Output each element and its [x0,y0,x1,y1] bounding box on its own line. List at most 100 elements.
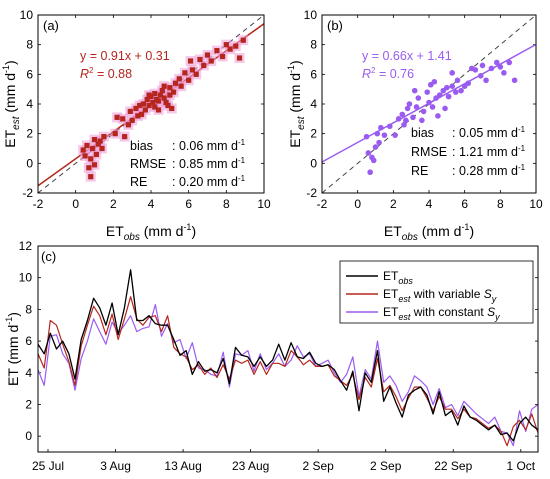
panel-b-point [429,104,436,110]
panel-a-stats: bias : 0.06 mm d-1 RMSE : 0.85 mm d-1 RE… [130,138,246,189]
panel-a-point [146,92,152,98]
panel-b-ytick-label: 8 [310,38,317,52]
panel-b-frame [321,14,537,194]
panel-b-marks [321,14,537,194]
panel-b-point [511,77,518,84]
panel-c-ytick-label: 6 [25,334,32,348]
legend-entry-obs: ETobs [383,269,413,286]
panel-a-point [197,56,203,63]
panel-c-xtick-label: 1 Oct [506,459,535,473]
panel-b-point [365,150,372,156]
panel-a-point [112,131,118,137]
panel-b-ytick-label: 2 [310,127,317,141]
panel-c-legend: ETobs ETest with variable Sy ETest with … [339,260,534,324]
panel-a-point [219,53,226,60]
panel-b-point [452,89,459,95]
panel-b-point [449,70,455,76]
panel-a-ytick-label: 2 [26,127,33,141]
panel-a-point [155,107,162,113]
panel-b-point [413,104,420,110]
panel-c-series-line-0 [37,269,539,442]
panel-a-ytick-label: 10 [20,8,34,22]
panel-a-point [135,113,141,119]
panel-a-point [114,114,120,120]
panel-a-point [91,137,98,143]
panel-a-point [204,52,211,58]
panel-c-ylabel: ET (mm d-1) [4,312,21,386]
panel-b-r2: R2 = 0.76 [362,66,414,81]
panel-c-xtick-label: 13 Aug [164,459,201,473]
panel-b-ytick-label: 10 [304,8,318,22]
panel-c-xtick-label: 22 Sep [434,459,472,473]
panel-b-point [444,84,450,91]
panel-b-label: (b) [327,18,343,33]
panel-b-xtick-label: 10 [529,197,543,211]
panel-a-stat-value-rmse: : 0.85 mm d-1 [172,156,246,171]
panel-a-stat-value-re: : 0.20 mm d-1 [172,174,246,189]
panel-b-point [506,59,513,66]
panel-b-ticks: -2 0 2 4 6 8 10 -2 0 2 4 6 8 10 [304,8,543,211]
panel-a-point [80,147,86,153]
panel-a-point [167,92,173,98]
panel-b-ytick-label: -2 [306,186,317,200]
panel-b-point [370,157,377,164]
panel-b-xtick-label: 2 [390,197,397,211]
panel-a-point [182,70,188,76]
panel-a-xtick-label: 10 [257,197,271,211]
panel-a-point [101,134,107,140]
panel-b-stat-value-rmse: : 1.21 mm d-1 [452,144,526,159]
panel-b-point [427,81,434,88]
panel-c-xtick-label: 2 Sep [302,459,334,473]
panel-a-point [84,142,90,149]
panel-b-point [381,132,388,138]
panel-a-point [82,153,88,159]
panel-b-point [454,77,461,84]
panel-a-stat-name-bias: bias [130,139,153,153]
panel-b-ytick-label: 4 [310,97,317,111]
panel-a-point [189,67,196,73]
panel-c-xtick-label: 23 Aug [232,459,269,473]
panel-b-point [411,87,418,94]
panel-a-xtick-label: 6 [185,197,192,211]
panel-a-equation: y = 0.91x + 0.31 [80,49,170,63]
panel-a-point [193,71,199,77]
panel-a-point [129,117,135,123]
panel-a-point [127,108,133,115]
panel-a-point [137,102,143,109]
panel-b-point [501,70,507,76]
panel-a-point [223,42,229,48]
panel-a-marks [37,14,265,194]
panel-c-frame [37,245,539,453]
panel-a-point [167,85,173,91]
panel-a-point [157,92,164,98]
panel-a-point [138,111,145,117]
panel-a-point [176,76,182,82]
panel-a-xtick-label: -2 [33,197,44,211]
legend-entry-variable: ETest with variable Sy [383,287,497,304]
panel-a-ytick-label: 0 [26,156,33,170]
panel-c-xtick-label: 2 Sep [370,459,402,473]
panel-b-point [372,144,379,150]
panel-b-point [493,59,500,66]
panel-c-series-line-1 [37,296,539,447]
panel-b-point [401,121,407,128]
panel-a-point [86,165,92,171]
panel-b-ytick-label: 0 [310,156,317,170]
panel-b-point [415,95,422,101]
panel-b-point [479,62,486,69]
panel-a-point [142,107,148,113]
panel-b-stat-name-bias: bias [411,126,434,140]
panel-b-point [420,108,427,115]
panel-c-ytick-label: 2 [25,397,32,411]
panel-a-point [187,58,194,64]
panel-c: 0 2 4 6 8 10 12 25 Jul 3 Aug 13 Aug 23 Aug 2 Sep 2 S… [4,239,539,473]
panel-a-point [236,55,243,61]
panel-b-ylabel: ETest (mm d-1) [286,60,307,147]
panel-a-r2: R2 = 0.88 [80,66,132,81]
panel-b-equation: y = 0.66x + 1.41 [362,49,452,63]
panel-a-point [227,46,233,52]
panel-b-point [403,117,409,124]
panel-a-ylabel: ETest (mm d-1) [1,60,22,147]
